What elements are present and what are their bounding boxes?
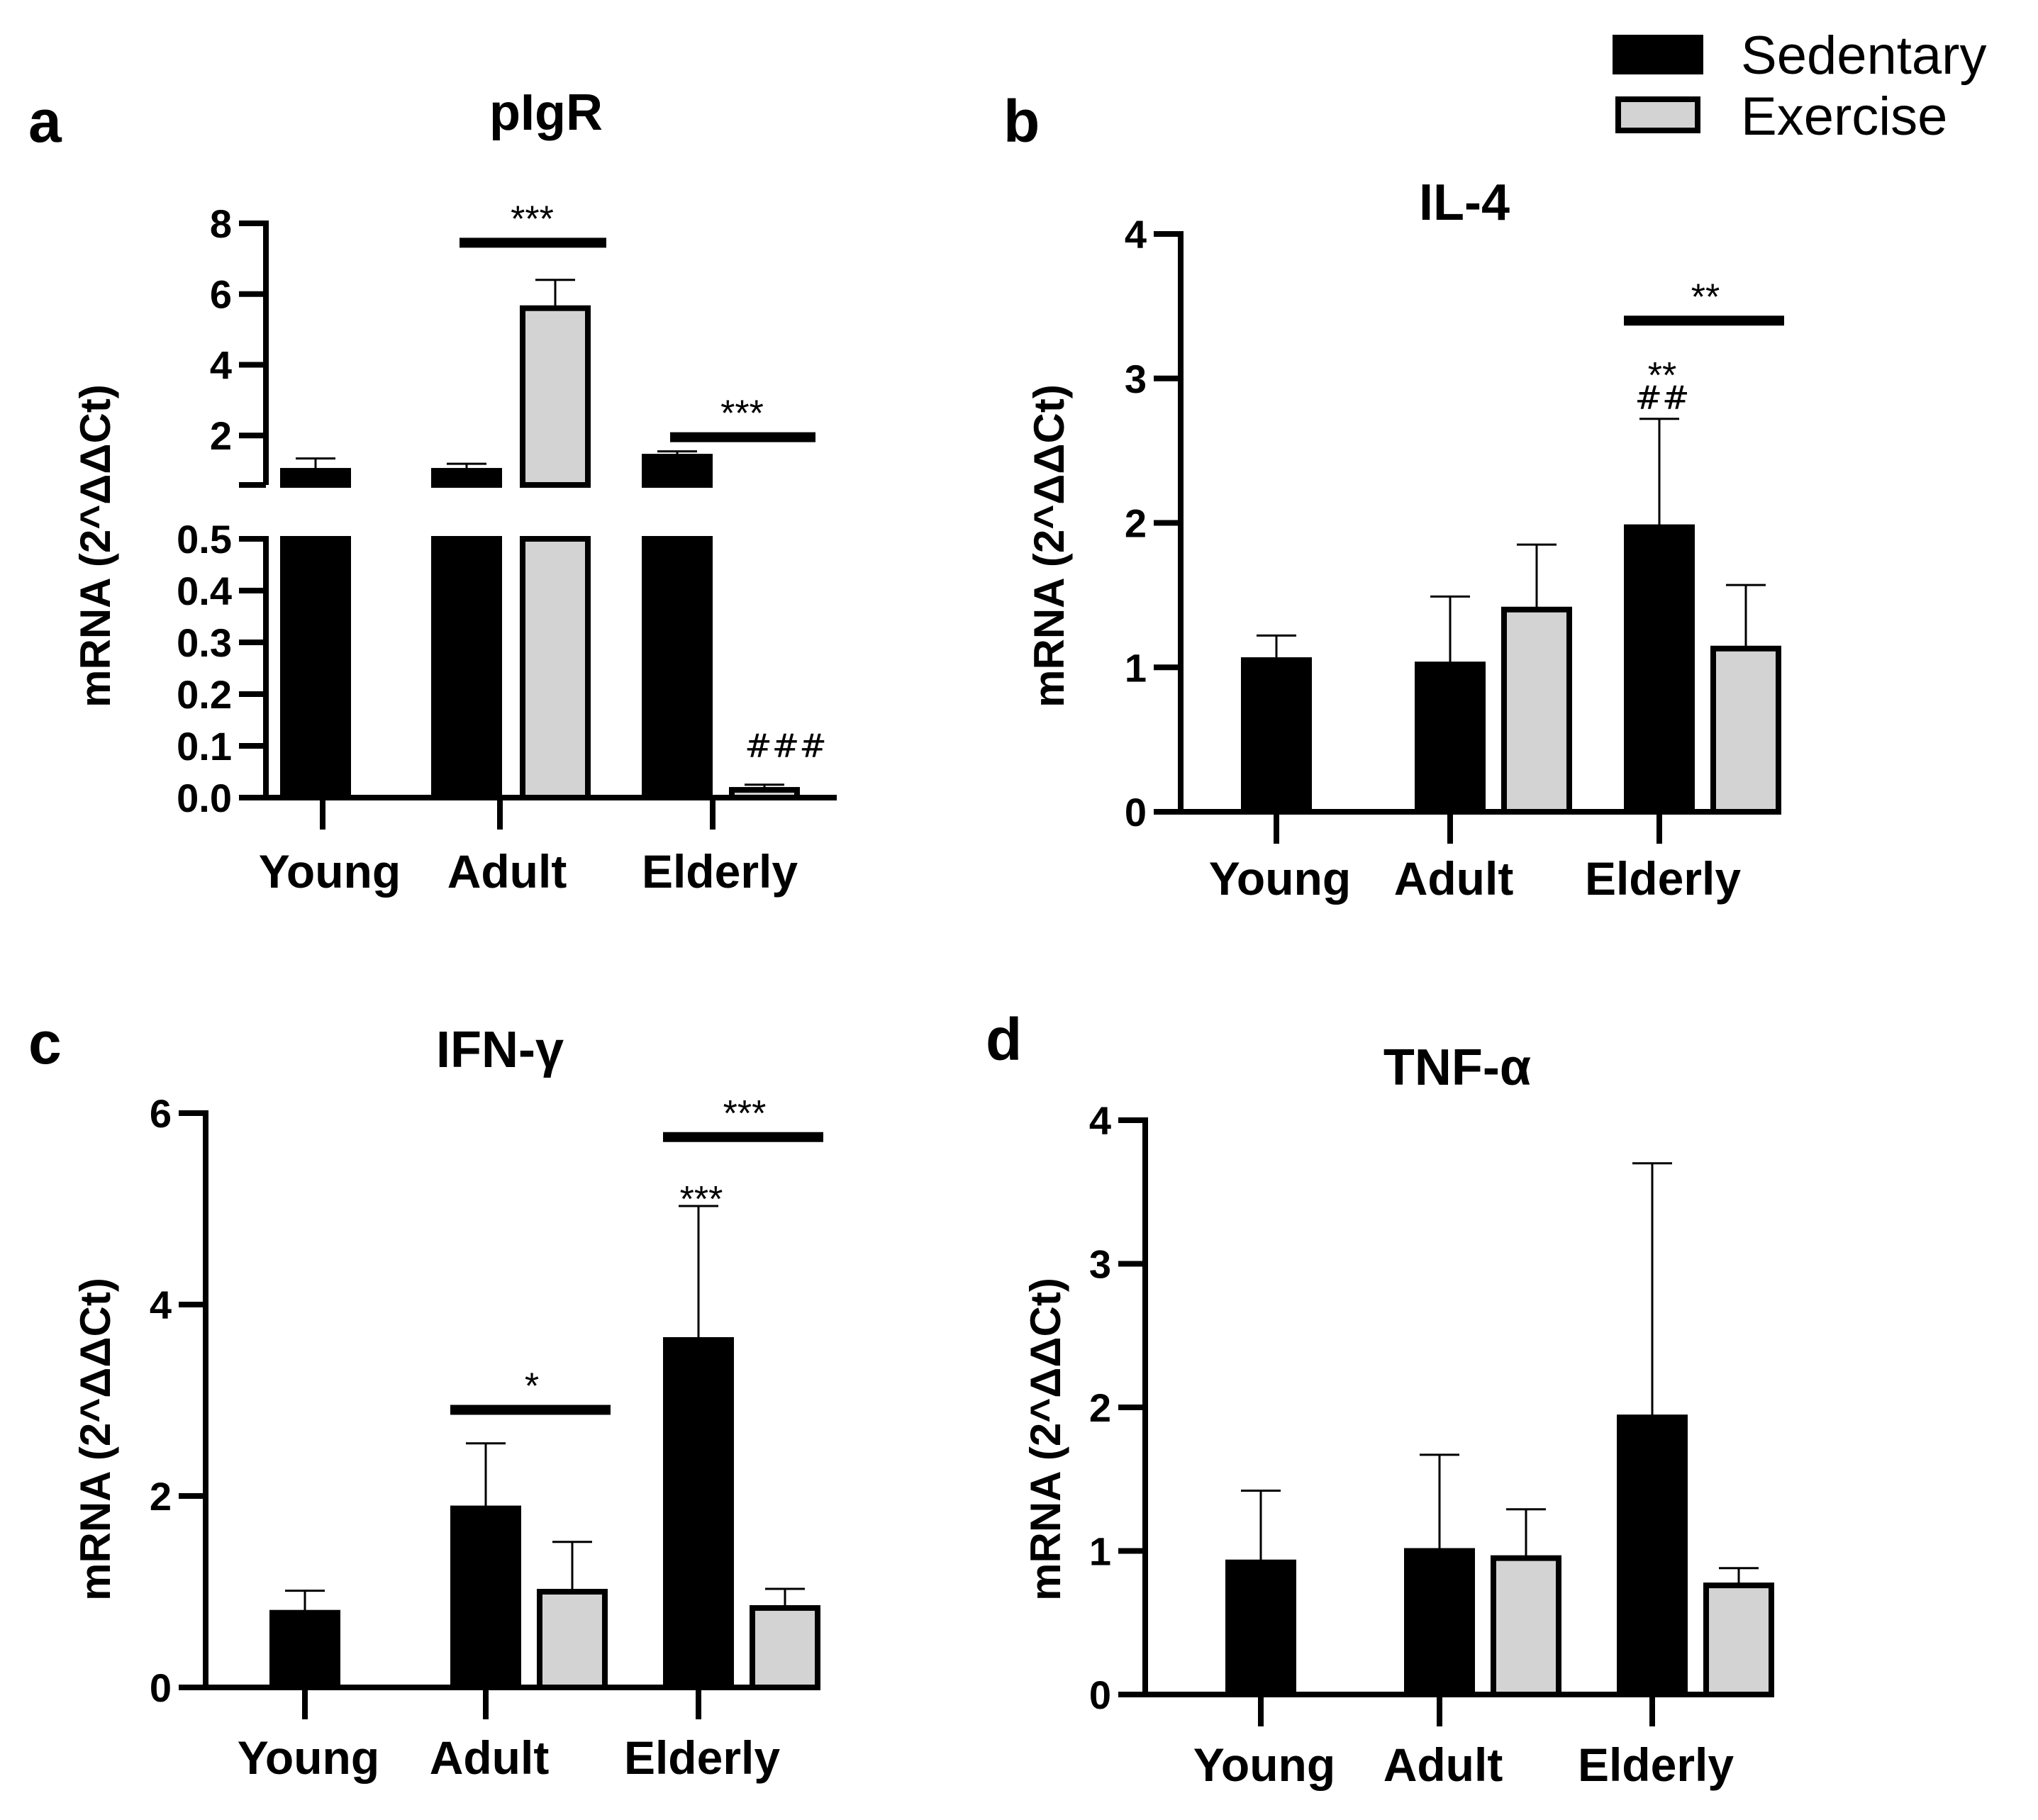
panel-a-significance-label: *** [511,199,554,240]
panel-d-y-tick-label: 1 [1089,1529,1111,1574]
panel-c-y-tick-label: 0 [150,1665,172,1710]
panel-c-bar-sedentary [663,1336,734,1690]
panel-letter-d: d [986,1006,1022,1073]
panel-d-bar-sedentary [1404,1548,1475,1697]
panel-b-y-tick-label: 2 [1125,501,1147,546]
panel-a-y-tick-label: 4 [210,342,232,387]
panel-a-bar-exercise-upper [520,305,591,489]
legend-swatch-exercise [1615,96,1700,133]
panel-a-bar-exercise [729,787,800,801]
legend-swatch-sedentary [1613,35,1703,74]
panel-c-title: IFN-γ [436,1022,564,1078]
panel-a-bar-sedentary-upper [431,468,502,489]
panel-a-y-tick-label: 0.3 [177,620,232,665]
panel-d-category-label: Adult [1383,1738,1503,1791]
panel-a-y-tick-label: 0.5 [177,517,232,562]
panel-c-significance-label: *** [723,1093,767,1134]
panel-d-category-label: Young [1193,1738,1335,1791]
panel-d-category-label: Elderly [1578,1738,1734,1791]
panel-a-bar-sedentary-lower [431,536,502,800]
panel-b-y-tick-label: 4 [1125,212,1147,257]
panel-a-category-label: Adult [447,845,567,898]
panel-b-bar-sedentary [1241,657,1312,815]
panel-d-bar-sedentary [1225,1559,1296,1697]
panel-c-bar-sedentary [269,1609,340,1690]
panel-c-y-tick-label: 4 [150,1283,172,1327]
panel-letter-b: b [1003,88,1040,155]
panel-c-y-axis-label: mRNA (2^ΔΔCt) [72,1278,119,1601]
panel-a-y-tick-label: 0.0 [177,776,232,820]
panel-a-y-tick-label: 2 [210,413,232,458]
panel-b-bar-sedentary [1624,524,1695,815]
panel-c-significance-label: * [525,1366,539,1407]
panel-c: c IFN-γ mRNA (2^ΔΔCt) 0 2 4 6 Young Adult Elde… [28,1010,823,1784]
panel-a-y-tick-label: 0.4 [177,569,232,613]
panel-d: d TNF-α mRNA (2^ΔΔCt) 0 1 2 3 4 Young Adult Eld… [986,1006,1774,1791]
panel-a-bar-sedentary-upper [642,454,713,488]
panel-c-category-label: Young [238,1731,379,1784]
panel-d-y-tick-label: 2 [1089,1385,1111,1430]
panel-b-y-tick-label: 0 [1125,790,1147,834]
panel-letter-c: c [28,1010,62,1076]
panel-a-y-tick-label: 0.1 [177,724,232,769]
panel-b-y-axis-label: mRNA (2^ΔΔCt) [1025,384,1073,708]
panel-a-y-tick-label: 6 [210,272,232,317]
panel-c-y-tick-label: 2 [150,1474,172,1519]
panel-a-y-tick-label: 8 [210,201,232,246]
panel-a-bar-exercise-lower [520,536,591,800]
panel-d-bar-exercise [1703,1582,1774,1698]
legend-label-sedentary: Sedentary [1741,26,1986,86]
panel-a-bar-sedentary-upper [280,468,351,489]
panel-c-bar-exercise [750,1604,820,1690]
panel-b-title: IL-4 [1419,174,1510,231]
panel-d-y-axis-label: mRNA (2^ΔΔCt) [1022,1278,1069,1601]
panel-a-category-label: Young [259,845,401,898]
panel-b-bar-sedentary [1415,661,1486,815]
panel-b-significance-label: ** [1691,277,1720,318]
legend-label-exercise: Exercise [1741,86,1947,147]
panel-b-category-label: Elderly [1585,852,1741,905]
panel-c-bar-exercise [537,1589,608,1690]
panel-d-bar-exercise [1491,1555,1561,1697]
panel-b-y-tick-label: 3 [1125,357,1147,401]
panel-a: a pIgR mRNA (2^ΔΔCt) 0.0 0.1 0.2 0.3 0.4 0.5 2… [28,84,837,898]
panel-d-bar-sedentary [1617,1414,1688,1698]
panel-a-y-tick-label: 0.2 [177,672,232,717]
panel-a-bar-sedentary-lower [642,536,713,800]
legend: Sedentary Exercise [1613,26,1986,147]
panel-b-category-label: Adult [1394,852,1514,905]
panel-d-title: TNF-α [1383,1039,1531,1096]
panel-a-category-label: Elderly [642,845,798,898]
panel-a-significance-label: *** [720,393,764,435]
panel-a-bar-sedentary-lower [280,536,351,800]
panel-b-annotation: ## [1635,379,1689,417]
panel-d-y-tick-label: 0 [1089,1673,1111,1717]
panel-c-annotation: *** [680,1179,723,1220]
panel-a-y-axis-label: mRNA (2^ΔΔCt) [72,384,119,708]
panel-b-y-tick-label: 1 [1125,645,1147,690]
panel-b-annotation: ** [1648,355,1676,396]
panel-b-bar-exercise [1710,645,1781,815]
panel-letter-a: a [28,88,62,155]
panel-a-title: pIgR [489,84,603,141]
panel-c-category-label: Elderly [624,1731,780,1784]
panel-c-bar-sedentary [450,1505,521,1691]
panel-d-y-tick-label: 4 [1089,1098,1111,1143]
panel-b-bar-exercise [1501,606,1572,815]
panel-c-category-label: Adult [430,1731,550,1784]
panel-b-category-label: Young [1209,852,1351,905]
panel-d-y-tick-label: 3 [1089,1242,1111,1287]
panel-c-y-tick-label: 6 [150,1091,172,1136]
panel-b: b IL-4 mRNA (2^ΔΔCt) 0 1 2 3 4 Young Adult Elde… [1003,88,1784,905]
panel-a-annotation: ### [745,727,827,765]
